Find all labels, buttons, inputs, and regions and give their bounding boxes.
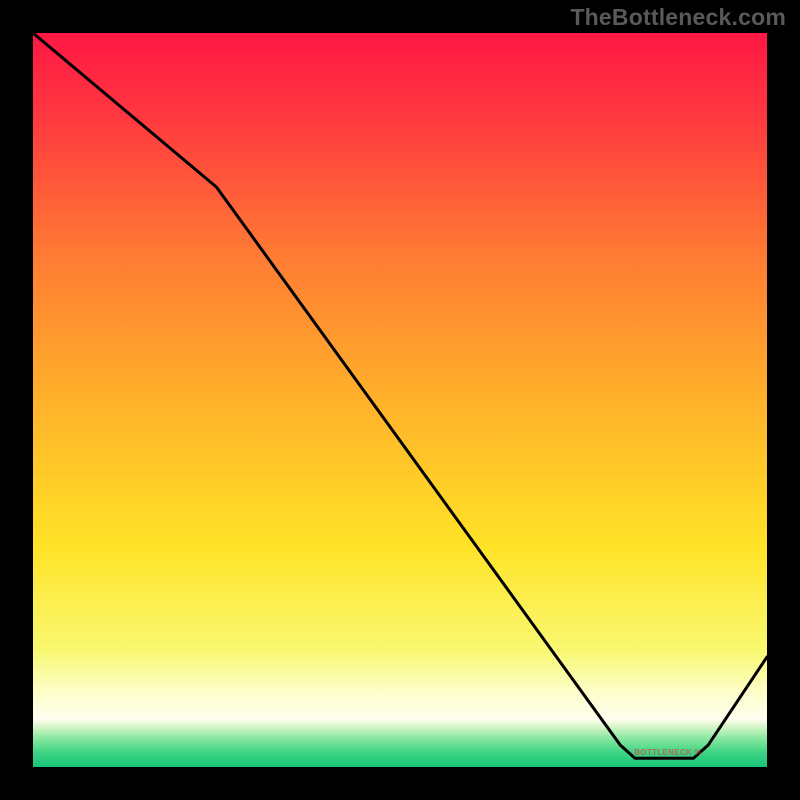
curve-label: BOTTLENECK % bbox=[634, 748, 702, 757]
chart-background bbox=[33, 33, 767, 767]
chart-plot-area bbox=[33, 33, 767, 767]
watermark-text: TheBottleneck.com bbox=[570, 4, 786, 31]
